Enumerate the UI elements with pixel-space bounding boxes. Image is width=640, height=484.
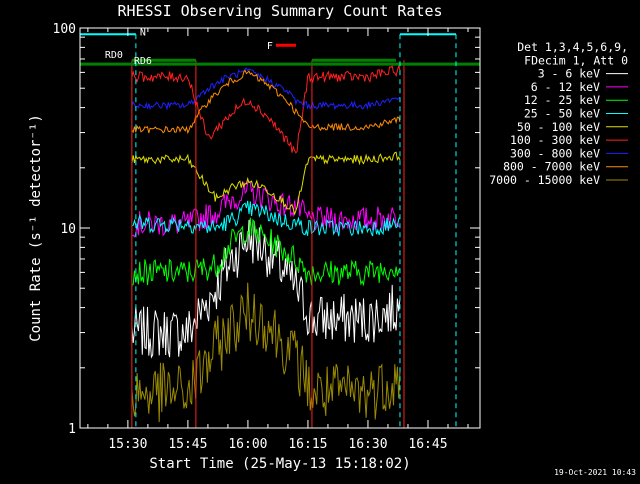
axes: 15:30 15:45 16:00 16:15 16:30 16:45 1 10 100 (53, 22, 480, 452)
legend: Det 1,3,4,5,6,9,FDecim 1, Att 03 - 6 keV… (489, 40, 628, 187)
x-tick-label: 16:15 (288, 437, 327, 452)
y-tick-label: 100 (53, 22, 76, 37)
series-line-8 (131, 282, 401, 423)
series-line-2 (131, 217, 401, 287)
rd0-label: RD0 (105, 50, 123, 61)
x-axis-label: Start Time (25-May-13 15:18:02) (149, 456, 410, 472)
legend-header-0: Det 1,3,4,5,6,9, (517, 40, 628, 54)
footer-timestamp: 19-Oct-2021 10:43 (554, 468, 636, 477)
x-tick-label: 15:45 (168, 437, 207, 452)
legend-item-5: 100 - 300 keV (510, 133, 600, 147)
flare-label: F (267, 41, 273, 52)
series-line-5 (131, 65, 401, 154)
legend-item-7: 800 - 7000 keV (503, 160, 600, 174)
legend-item-1: 6 - 12 keV (531, 80, 600, 94)
series-line-0 (131, 219, 401, 359)
night-label: N (140, 27, 146, 38)
legend-header-1: FDecim 1, Att 0 (524, 53, 628, 67)
rd6-label: RD6 (134, 56, 152, 67)
count-rate-curves (131, 65, 401, 423)
series-line-7 (131, 69, 401, 135)
x-tick-label: 16:45 (408, 437, 447, 452)
legend-item-8: 7000 - 15000 keV (489, 173, 600, 187)
series-line-4 (131, 151, 401, 216)
annotation-bars: RD0 RD6 N F (79, 27, 480, 428)
legend-item-3: 25 - 50 keV (524, 107, 600, 121)
x-tick-label: 16:00 (228, 437, 267, 452)
x-tick-label: 16:30 (348, 437, 387, 452)
legend-item-0: 3 - 6 keV (538, 67, 600, 81)
y-axis-label: Count Rate (s⁻¹ detector⁻¹) (28, 114, 44, 342)
legend-item-6: 300 - 800 keV (510, 146, 600, 160)
x-tick-label: 15:30 (108, 437, 147, 452)
y-tick-label: 10 (60, 222, 76, 237)
y-tick-label: 1 (68, 422, 76, 437)
legend-item-2: 12 - 25 keV (524, 93, 600, 107)
chart-title: RHESSI Observing Summary Count Rates (117, 2, 442, 20)
series-line-6 (131, 67, 401, 111)
legend-item-4: 50 - 100 keV (517, 120, 600, 134)
series-line-3 (131, 200, 401, 237)
